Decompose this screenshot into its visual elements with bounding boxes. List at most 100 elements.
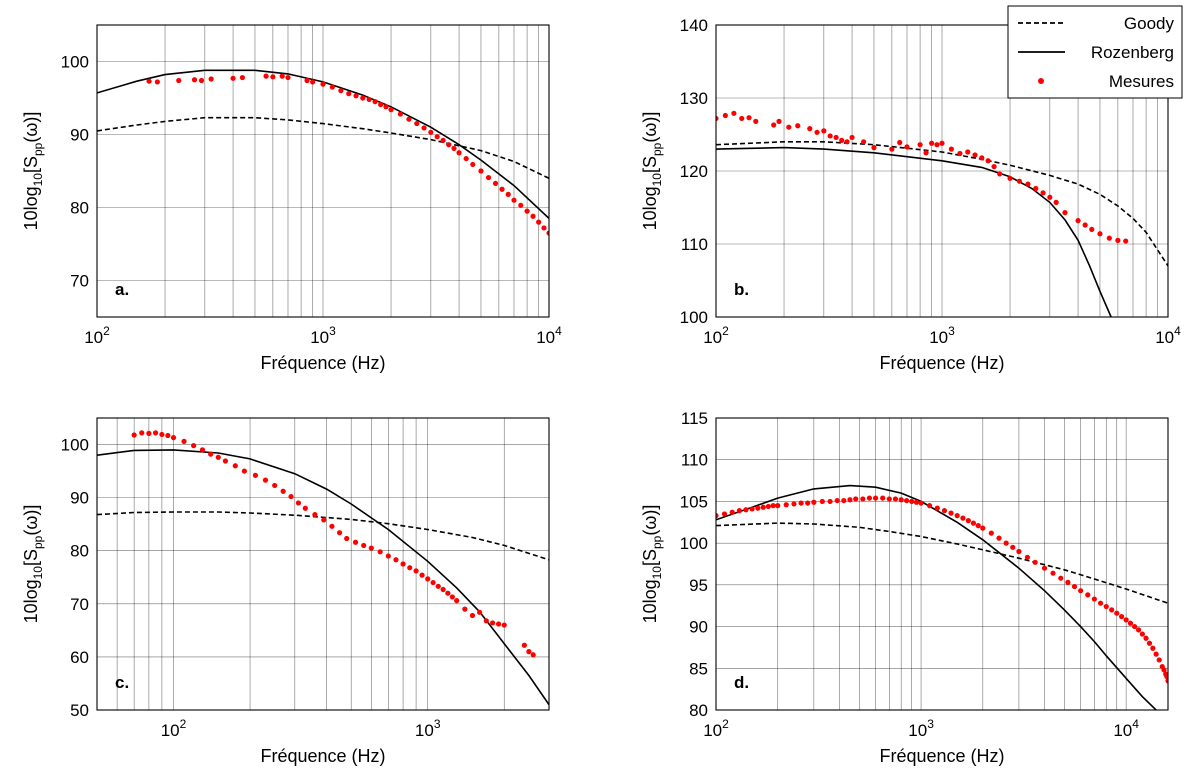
data-point	[853, 496, 859, 502]
data-point	[847, 497, 853, 503]
y-tick-label: 100	[680, 308, 708, 327]
data-point	[1091, 596, 1097, 602]
data-point	[1078, 588, 1084, 594]
data-point	[428, 129, 434, 135]
y-tick-label: 120	[680, 162, 708, 181]
data-point	[435, 583, 441, 589]
data-point	[451, 145, 457, 151]
data-point	[948, 510, 954, 516]
data-point	[972, 152, 978, 158]
data-point	[152, 430, 159, 436]
data-point	[521, 642, 527, 648]
data-point	[430, 579, 436, 586]
data-point	[1143, 635, 1149, 641]
data-point	[736, 508, 742, 514]
data-point	[181, 438, 187, 444]
y-tick-label: 80	[70, 542, 89, 561]
data-point	[1165, 678, 1168, 684]
plot-area	[716, 418, 1168, 710]
data-point	[530, 652, 536, 658]
data-point	[222, 458, 229, 464]
y-axis-label: 10log10[Spp(ω)]	[21, 505, 45, 624]
data-point	[419, 572, 425, 578]
data-point	[288, 493, 294, 500]
data-point	[716, 115, 719, 122]
data-point	[1109, 607, 1115, 613]
data-point	[1156, 657, 1162, 663]
y-tick-label: 80	[70, 199, 89, 218]
data-point	[329, 84, 335, 90]
y-tick-label: 100	[680, 534, 708, 553]
data-point	[903, 497, 910, 504]
x-tick-label: 104	[1155, 324, 1181, 347]
data-point	[880, 495, 886, 501]
data-point	[753, 118, 759, 124]
y-tick-label: 60	[70, 648, 89, 667]
data-point	[338, 88, 344, 94]
legend-label: Mesures	[1109, 72, 1174, 91]
data-point	[385, 553, 391, 559]
y-axis-label: 10log10[Spp(ω)]	[640, 505, 664, 624]
data-point	[279, 73, 285, 79]
data-point	[360, 95, 366, 101]
data-point	[1053, 199, 1059, 205]
x-tick-label: 103	[415, 717, 441, 740]
data-point	[1123, 617, 1129, 623]
data-point	[821, 128, 827, 134]
data-point	[456, 150, 462, 156]
data-point	[1071, 583, 1078, 590]
data-point	[469, 612, 476, 619]
data-point	[897, 139, 903, 146]
data-point	[492, 180, 499, 187]
data-point	[872, 495, 879, 501]
x-tick-label: 103	[929, 324, 955, 347]
data-point	[302, 505, 308, 511]
plot-frame	[715, 417, 1169, 711]
data-point	[1082, 222, 1088, 228]
data-point	[191, 77, 198, 83]
y-tick-label: 110	[681, 451, 708, 470]
data-point	[889, 146, 895, 152]
data-point	[407, 565, 413, 571]
plot-frame	[96, 417, 550, 711]
data-point	[1062, 210, 1068, 216]
legend-marker	[1038, 78, 1044, 84]
data-point	[786, 124, 792, 130]
data-point	[546, 230, 549, 236]
data-point	[960, 515, 966, 521]
data-point	[739, 115, 745, 122]
data-point	[215, 454, 221, 460]
data-point	[1114, 610, 1120, 616]
data-point	[770, 503, 776, 509]
y-tick-label: 105	[680, 492, 708, 511]
data-point	[1050, 570, 1056, 576]
data-point	[483, 618, 489, 624]
data-point	[1085, 592, 1091, 598]
data-point	[926, 503, 933, 509]
data-point	[368, 545, 374, 551]
data-point	[1153, 651, 1159, 657]
x-tick-label: 104	[1113, 717, 1139, 740]
data-point	[421, 125, 427, 131]
x-axis-label: Fréquence (Hz)	[260, 353, 385, 373]
data-point	[154, 79, 160, 85]
data-point	[985, 158, 991, 164]
x-axis-label: Fréquence (Hz)	[879, 746, 1004, 766]
data-point	[1058, 575, 1064, 581]
data-point	[1033, 185, 1039, 192]
data-point	[775, 503, 781, 509]
data-point	[159, 431, 165, 438]
data-point	[490, 620, 496, 626]
data-point	[811, 499, 817, 505]
data-point	[1097, 231, 1103, 237]
series-group	[97, 430, 549, 706]
data-point	[526, 649, 532, 655]
data-point	[841, 497, 847, 504]
data-point	[191, 443, 197, 449]
data-point	[819, 498, 825, 505]
data-point	[805, 500, 811, 506]
data-point	[198, 77, 205, 84]
data-point	[833, 134, 839, 141]
y-tick-label: 50	[70, 701, 89, 720]
data-point	[146, 78, 152, 84]
